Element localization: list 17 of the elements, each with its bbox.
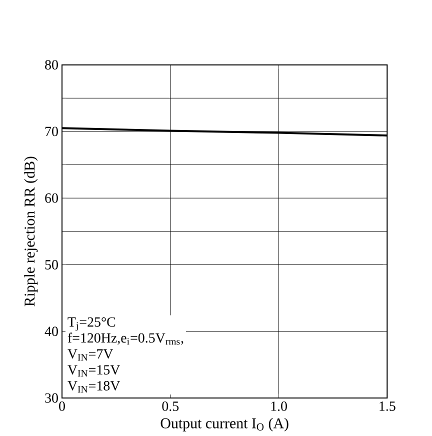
x-tick-label: 0.5 (162, 402, 179, 411)
y-tick-label: 30 (45, 393, 58, 403)
y-tick-label: 60 (45, 193, 58, 203)
annotation: V$_{IN}$=18V (68, 381, 120, 392)
x-tick-label: 0 (59, 402, 65, 411)
x-tick-label: 1.0 (271, 402, 287, 411)
y-tick-label: 40 (44, 326, 58, 336)
x-tick-label: 1.5 (380, 402, 396, 411)
y-tick-label: 80 (45, 60, 58, 70)
annotation: V$_{IN}$=15V (68, 365, 120, 377)
y-tick-label: 70 (45, 126, 58, 136)
x-axis-title: Output current I$_{O}$ (A) (160, 418, 288, 432)
annotation: V$_{IN}$=7V (68, 349, 114, 361)
y-tick-label: 50 (45, 260, 58, 270)
y-axis-title: Ripple rejection RR (dB) (24, 156, 38, 306)
annotation: T$_{j}$=25°C (68, 317, 116, 331)
annotation: f=120Hz,e$_{i}$=0.5V$_{rms}$, (68, 332, 184, 345)
